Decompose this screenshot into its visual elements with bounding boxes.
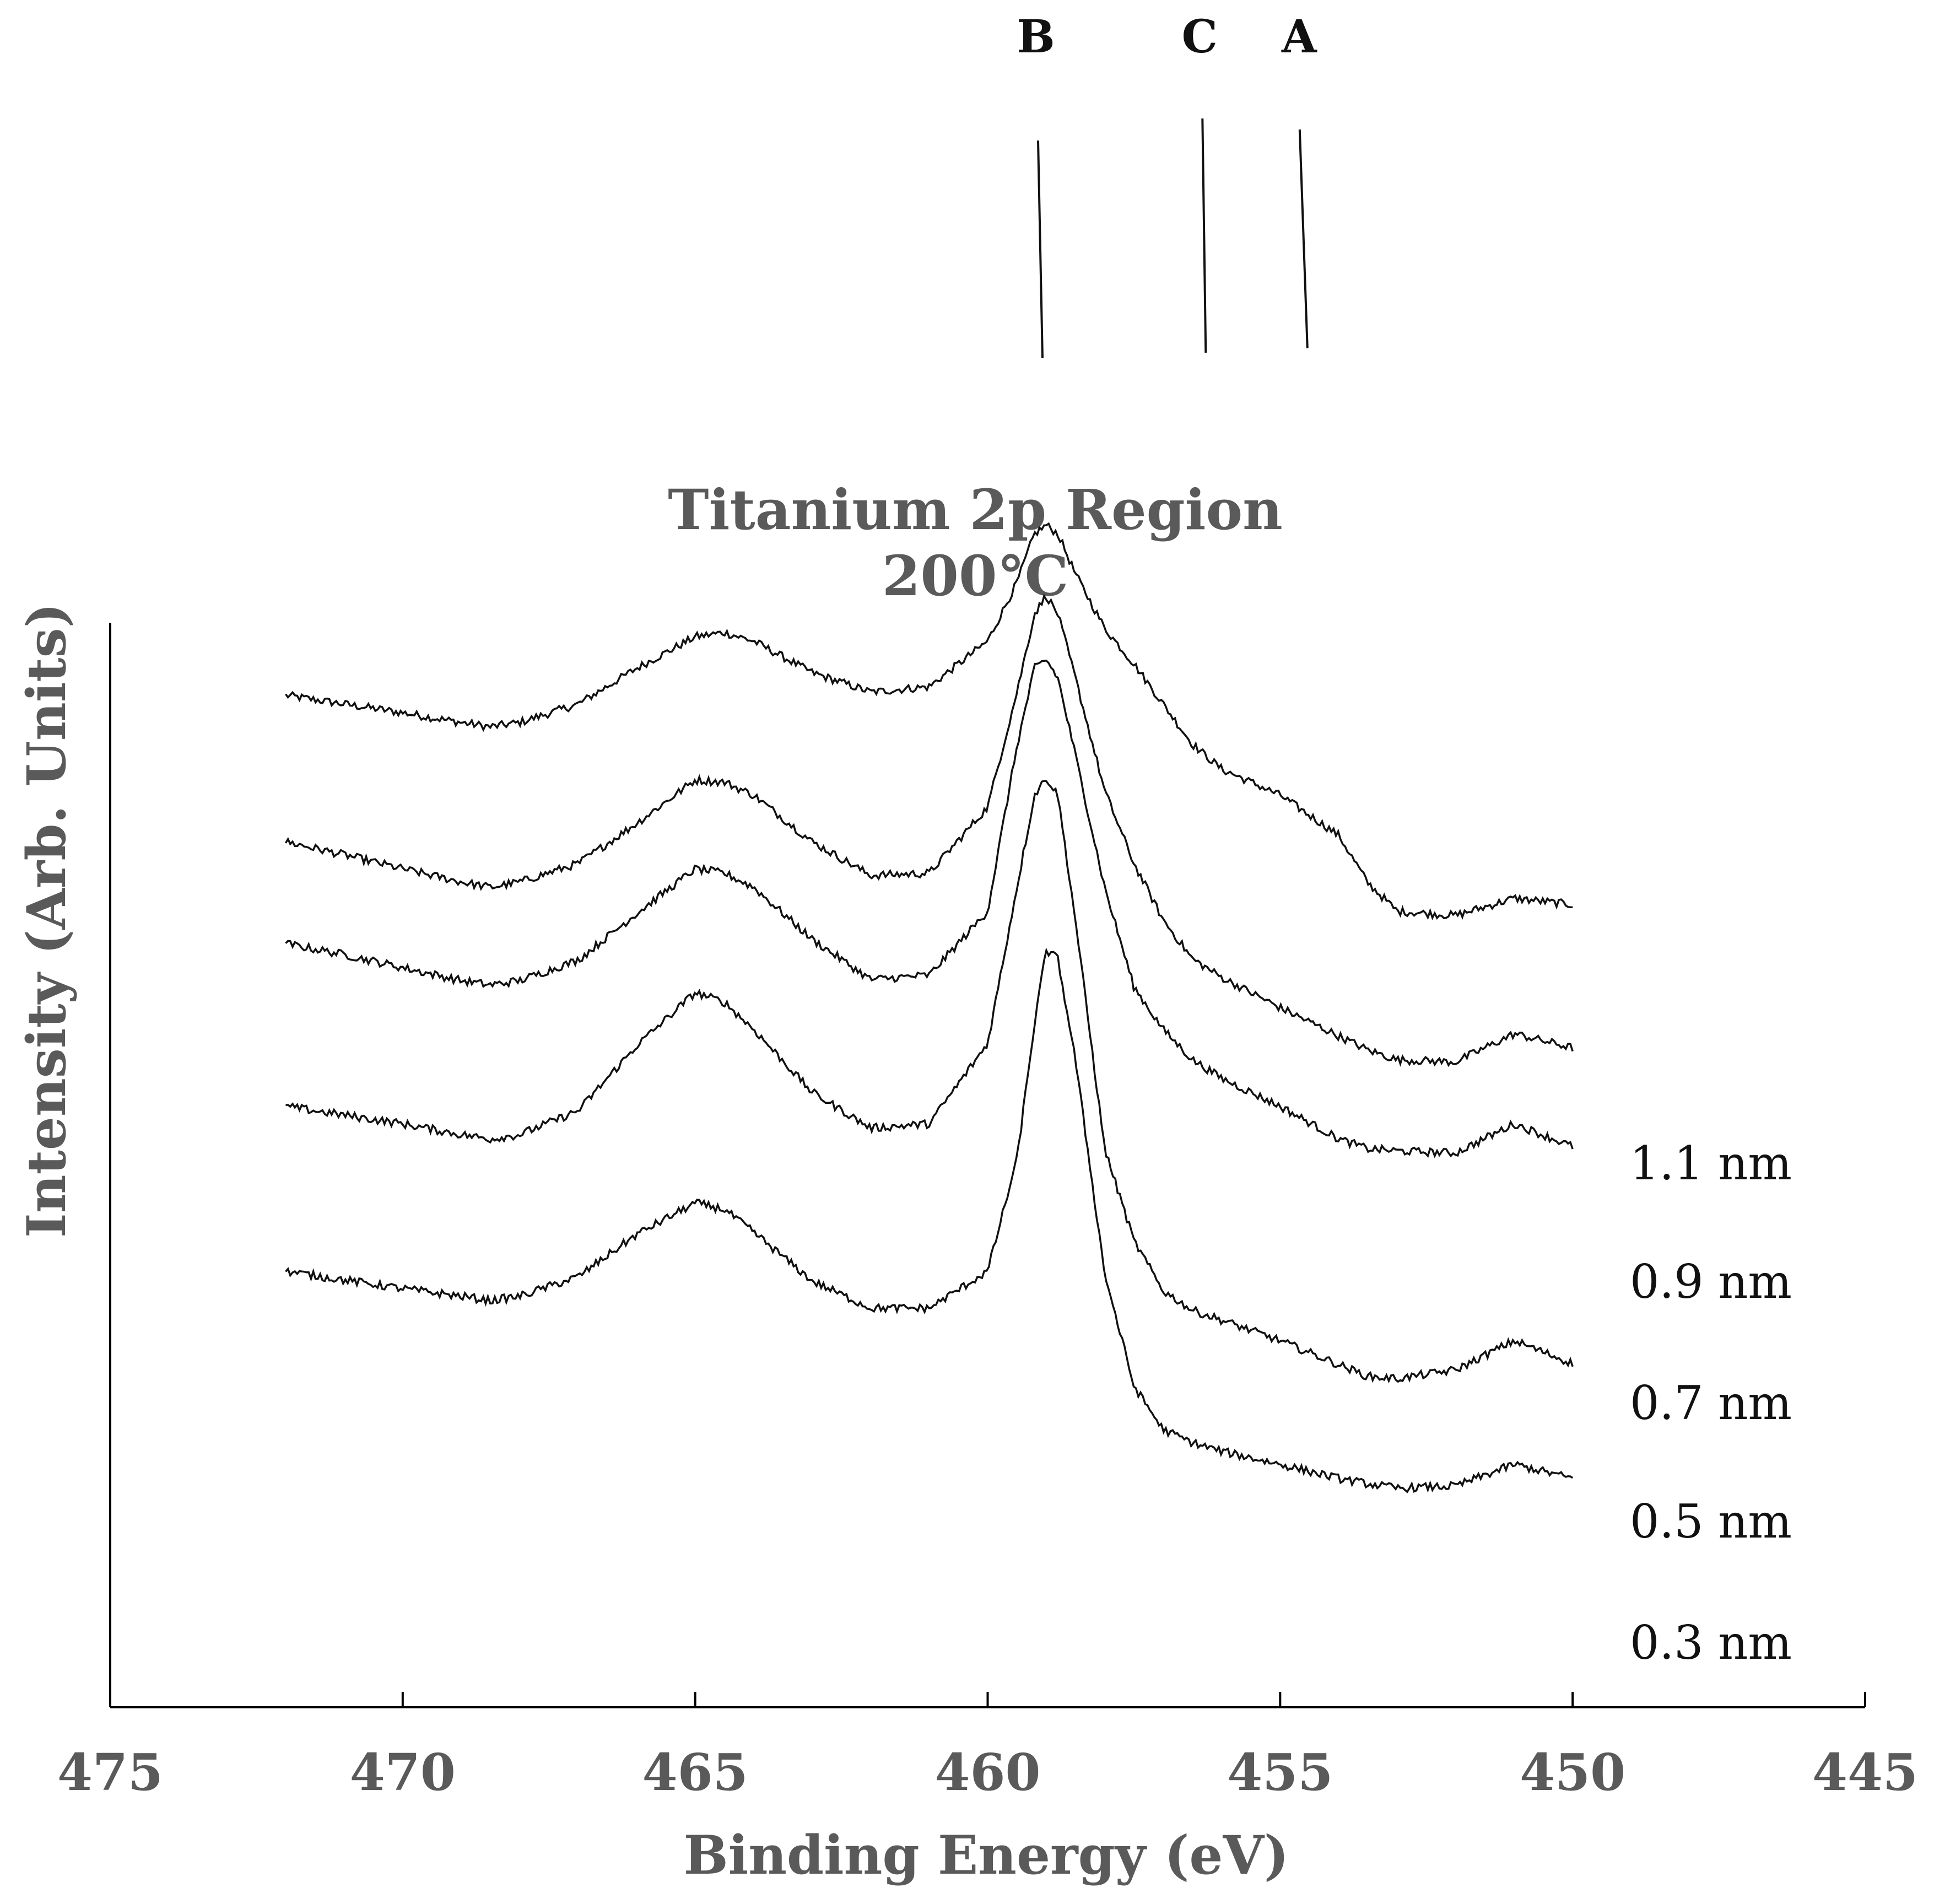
x-tick-label: 445 <box>1812 1743 1918 1802</box>
series-label: 0.3 nm <box>1630 1616 1792 1670</box>
marker-label-a: A <box>1281 10 1317 63</box>
series-line-0-3-nm <box>285 947 1574 1493</box>
x-axis-title: Binding Energy (eV) <box>684 1824 1289 1886</box>
marker-line-b <box>1037 140 1044 359</box>
series-label: 0.7 nm <box>1630 1376 1792 1430</box>
x-tick-label: 475 <box>57 1743 163 1802</box>
series-line-0-9-nm <box>284 594 1574 1067</box>
x-tick-label: 465 <box>642 1743 748 1802</box>
series-label-layer: 1.1 nm 0.9 nm 0.7 nm 0.5 nm 0.3 nm <box>1630 1136 1792 1670</box>
x-tick-label: 455 <box>1227 1743 1333 1802</box>
x-tick-label: 450 <box>1520 1743 1625 1802</box>
marker-line-a <box>1298 129 1309 349</box>
series-line-0-7-nm <box>285 659 1574 1158</box>
marker-label-b: B <box>1017 10 1055 63</box>
series-label: 0.5 nm <box>1630 1495 1792 1549</box>
x-tick-label: 470 <box>350 1743 456 1802</box>
marker-line-c <box>1201 118 1207 353</box>
x-tick-label: 460 <box>934 1743 1040 1802</box>
chart-subtitle: 200°C <box>882 543 1068 608</box>
x-tick-layer: 475 470 465 460 455 450 445 <box>57 1692 1918 1802</box>
series-line-0-5-nm <box>285 780 1574 1384</box>
series-line-1-1-nm <box>285 522 1573 920</box>
chart-title: Titanium 2p Region <box>668 477 1283 542</box>
series-label: 1.1 nm <box>1630 1136 1792 1190</box>
series-label: 0.9 nm <box>1630 1255 1792 1309</box>
series-layer <box>284 522 1574 1493</box>
y-axis-title: Intensity (Arb. Units) <box>15 603 78 1238</box>
marker-label-c: C <box>1182 10 1218 63</box>
